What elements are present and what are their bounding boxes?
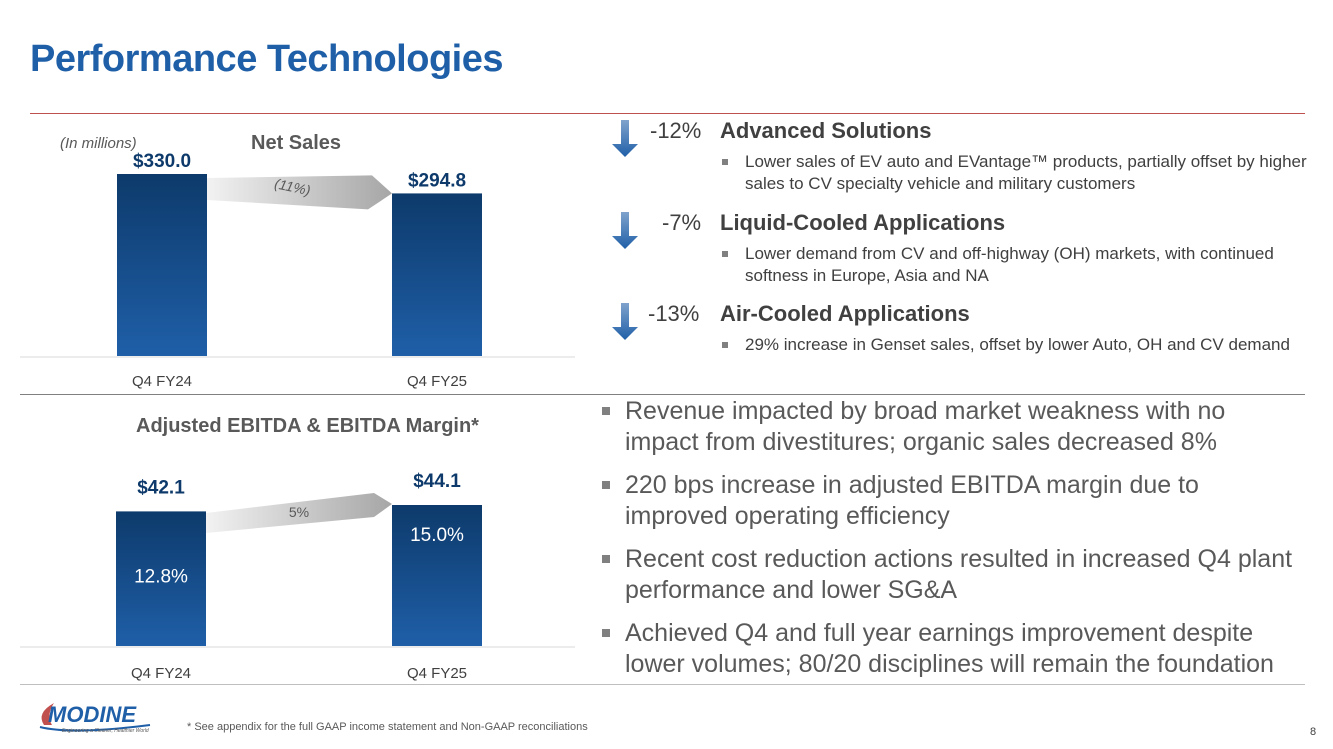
summary-bullet: Achieved Q4 and full year earnings impro… [600, 618, 1300, 680]
logo-underline-icon [39, 724, 151, 732]
bar [117, 174, 207, 356]
segment-name: Liquid-Cooled Applications [720, 210, 1006, 235]
bullet-square-icon [602, 555, 610, 563]
logo-wordmark: MODINE [48, 702, 137, 727]
title-rule [30, 113, 1305, 114]
net-sales-chart: (In millions) Net Sales $330.0 Q4 FY24 $294.… [20, 132, 575, 390]
down-arrow-icon [612, 212, 638, 249]
summary-bullet: Revenue impacted by broad market weaknes… [600, 396, 1300, 458]
value-label: $44.1 [413, 471, 461, 492]
logo-tagline: Engineering a Cleaner, Healthier World [62, 728, 149, 734]
category-label: Q4 FY25 [407, 373, 467, 390]
change-label: (11%) [273, 175, 312, 198]
bullet-square-icon [602, 481, 610, 489]
down-arrow-icon [612, 303, 638, 340]
unit-note: (In millions) [60, 135, 137, 152]
bullet-square-icon [602, 629, 610, 637]
segment-bullet-text: 29% increase in Genset sales, offset by … [745, 335, 1290, 354]
summary-bullet: 220 bps increase in adjusted EBITDA marg… [600, 470, 1300, 532]
bullet-square-icon [722, 251, 728, 257]
value-label: $330.0 [133, 151, 191, 172]
segment-bullet: Lower sales of EV auto and EVantage™ pro… [722, 151, 1317, 195]
bar [392, 505, 482, 646]
margin-label: 15.0% [410, 525, 464, 546]
segment-bullet: Lower demand from CV and off-highway (OH… [722, 243, 1317, 287]
change-label: 5% [289, 504, 309, 520]
chart-title: Net Sales [251, 132, 341, 154]
summary-bullet-text: Achieved Q4 and full year earnings impro… [625, 619, 1274, 678]
summary-bullet-text: Revenue impacted by broad market weaknes… [625, 397, 1226, 456]
section-divider [20, 394, 1305, 395]
footnote: * See appendix for the full GAAP income … [187, 721, 588, 733]
category-label: Q4 FY25 [407, 665, 467, 682]
change-arrow [207, 175, 392, 210]
segment-bullet: 29% increase in Genset sales, offset by … [722, 334, 1317, 356]
change-arrow [206, 493, 392, 533]
value-label: $42.1 [137, 477, 185, 498]
segment-name: Air-Cooled Applications [720, 301, 970, 326]
summary-bullet-text: Recent cost reduction actions resulted i… [625, 545, 1293, 604]
page-title: Performance Technologies [30, 38, 503, 80]
bar [392, 193, 482, 356]
segment-change: -7% [662, 210, 702, 235]
category-label: Q4 FY24 [132, 373, 192, 390]
bullet-square-icon [722, 159, 728, 165]
bullet-square-icon [722, 342, 728, 348]
page-number: 8 [1310, 726, 1317, 738]
bullet-square-icon [602, 407, 610, 415]
summary-bullets: Revenue impacted by broad market weaknes… [600, 396, 1300, 692]
footer-divider [20, 684, 1305, 685]
segment-bullet-text: Lower sales of EV auto and EVantage™ pro… [745, 152, 1307, 193]
segment-change: -12% [650, 118, 702, 143]
down-arrow-icon [612, 120, 638, 157]
logo-swoosh-icon [41, 703, 54, 725]
summary-bullet: Recent cost reduction actions resulted i… [600, 544, 1300, 606]
modine-logo: MODINE Engineering a Cleaner, Healthier … [39, 702, 151, 734]
bar [116, 511, 206, 646]
chart-title: Adjusted EBITDA & EBITDA Margin* [136, 415, 479, 437]
category-label: Q4 FY24 [131, 665, 191, 682]
segment-name: Advanced Solutions [720, 118, 932, 143]
segment-bullet-text: Lower demand from CV and off-highway (OH… [745, 244, 1274, 285]
segment-change: -13% [648, 301, 700, 326]
value-label: $294.8 [408, 170, 466, 191]
summary-bullet-text: 220 bps increase in adjusted EBITDA marg… [625, 471, 1199, 530]
ebitda-chart: Adjusted EBITDA & EBITDA Margin* $42.1 12.… [20, 415, 575, 682]
margin-label: 12.8% [134, 566, 188, 587]
